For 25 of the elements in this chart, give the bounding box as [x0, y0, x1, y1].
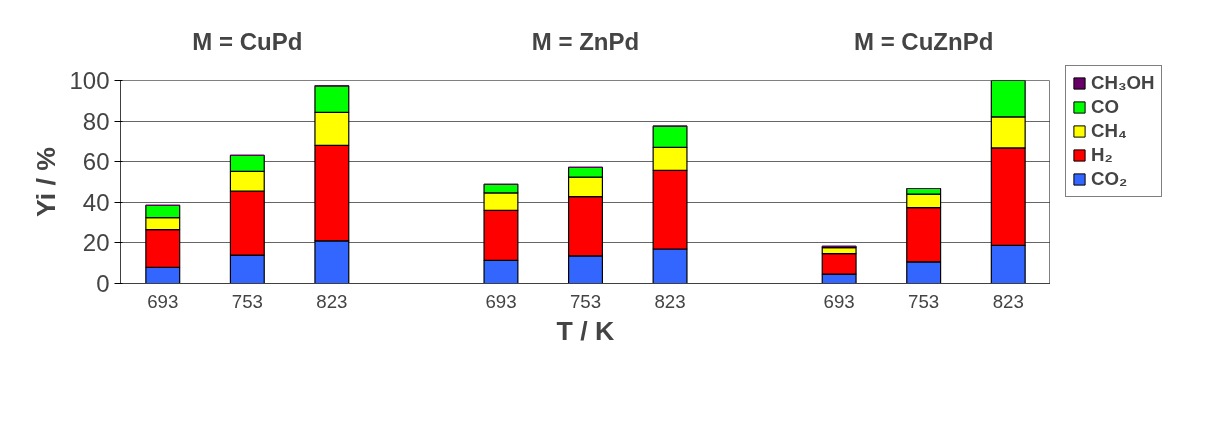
x-tick-label: 823: [316, 290, 348, 312]
y-tick-label: 60: [82, 148, 110, 176]
legend-label: CH₄: [1091, 120, 1127, 142]
y-tick-label: 20: [82, 229, 110, 257]
y-tick-label: 100: [69, 67, 110, 94]
x-tick-label: 823: [992, 290, 1024, 312]
text: M = CuZnPd: [854, 27, 994, 55]
y-axis-title: Yi / %: [31, 146, 62, 218]
x-tick-label: 693: [147, 290, 179, 312]
legend-label: CO: [1091, 96, 1119, 118]
x-tick-label: 823: [654, 290, 686, 312]
x-axis-title: T / K: [556, 315, 615, 346]
legend-label: CH₃OH: [1091, 72, 1155, 94]
y-tick-label: 40: [82, 188, 110, 216]
text: M = ZnPd: [531, 27, 640, 55]
x-tick-label: 693: [485, 290, 517, 312]
y-tick-label: 80: [82, 107, 110, 135]
y-tick-label: 0: [96, 270, 110, 297]
x-tick-label: 753: [231, 290, 263, 312]
legend-label: H₂: [1091, 144, 1113, 166]
x-tick-label: 693: [823, 290, 855, 312]
text: M = CuPd: [192, 27, 303, 55]
x-tick-label: 753: [569, 290, 602, 312]
legend-label: CO₂: [1091, 168, 1128, 190]
x-tick-label: 753: [908, 290, 940, 312]
